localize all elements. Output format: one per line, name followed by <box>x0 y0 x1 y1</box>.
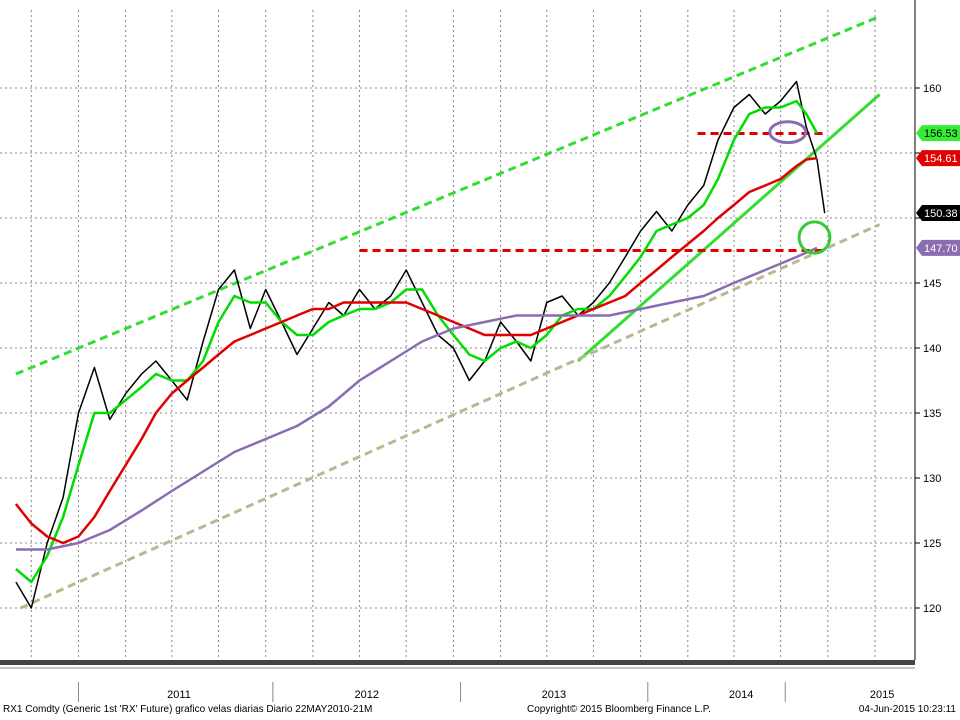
y-tick-label: 120 <box>923 603 941 615</box>
x-tick-label: 2011 <box>167 689 191 701</box>
value-tag-label: 147.70 <box>924 243 958 255</box>
y-tick-label: 125 <box>923 538 941 550</box>
y-tick-label: 140 <box>923 343 941 355</box>
footer-description: RX1 Comdty (Generic 1st 'RX' Future) gra… <box>3 704 373 715</box>
highlight-ellipse-0 <box>768 120 808 145</box>
x-tick-label: 2012 <box>354 689 378 701</box>
x-axis-band <box>0 660 915 665</box>
y-tick-label: 145 <box>923 278 941 290</box>
moving-average-1 <box>15 99 819 584</box>
value-tag <box>916 125 960 142</box>
highlight-ellipses <box>768 120 832 255</box>
moving-average-3 <box>15 246 818 551</box>
x-tick-label: 2014 <box>729 689 753 701</box>
y-tick-label: 130 <box>923 473 941 485</box>
last-value-tags: 156.53 154.61 150.38 147.70 <box>916 125 960 256</box>
chart-grid <box>0 10 915 660</box>
value-tag <box>916 239 960 256</box>
footer-copyright: Copyright© 2015 Bloomberg Finance L.P. <box>527 704 711 715</box>
footer-timestamp: 04-Jun-2015 10:23:11 <box>858 704 956 715</box>
y-tick-label: 135 <box>923 408 941 420</box>
value-tag-label: 156.53 <box>924 128 958 140</box>
value-tag <box>916 150 960 167</box>
y-axis: 120 125 130 135 140 145 160 <box>914 0 941 660</box>
trend-lines <box>15 15 881 610</box>
x-tick-label: 2015 <box>870 689 894 701</box>
price-series <box>15 80 826 609</box>
value-tag <box>916 205 960 222</box>
x-axis: 2011 2012 2013 2014 2015 <box>0 660 915 702</box>
value-tag-label: 154.61 <box>924 153 958 165</box>
chart-series <box>14 80 826 609</box>
value-tag-label: 150.38 <box>924 208 958 220</box>
moving-average-2 <box>14 156 818 545</box>
y-tick-label: 160 <box>923 83 941 95</box>
channel-bottom-line <box>19 223 881 610</box>
x-tick-label: 2013 <box>542 689 566 701</box>
trend-line <box>577 93 881 363</box>
highlight-ellipse-1 <box>797 220 832 255</box>
